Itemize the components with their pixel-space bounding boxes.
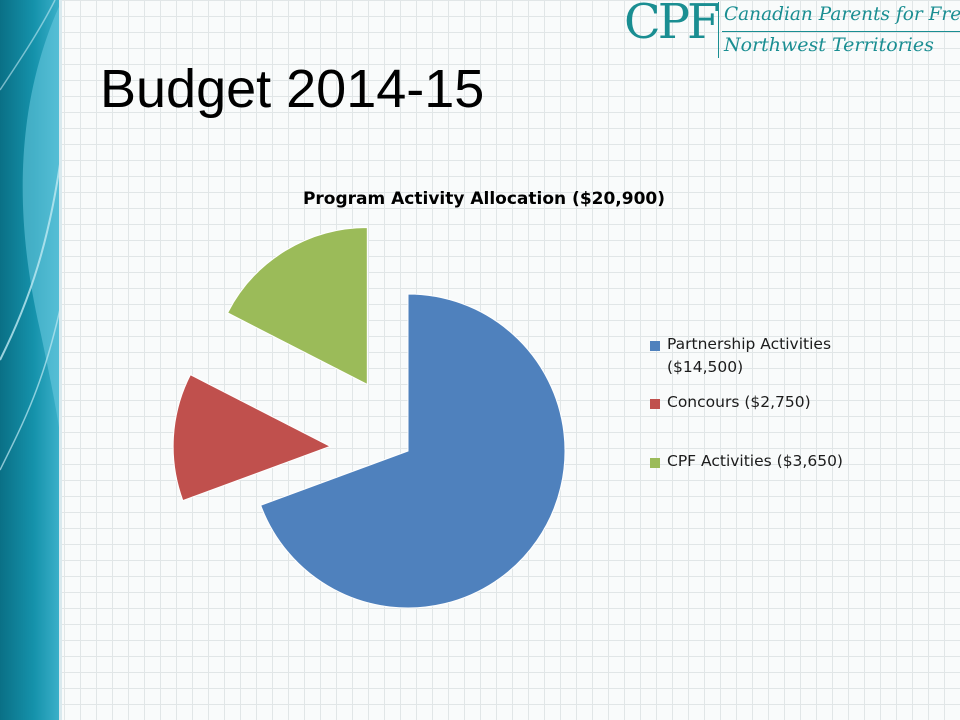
logo-chapter-name: Northwest Territories [724,34,934,56]
chart-title: Program Activity Allocation ($20,900) [302,189,666,209]
legend-item: Concours ($2,750) [650,391,880,414]
legend-swatch [650,341,660,351]
legend-label: Partnership Activities ($14,500) [667,335,832,376]
logo-underline [722,31,960,32]
logo-organization-name: Canadian Parents for French [724,4,960,25]
legend-item: CPF Activities ($3,650) [650,450,880,473]
legend-swatch [650,458,660,468]
logo-divider [718,2,719,58]
legend-label: CPF Activities ($3,650) [667,452,843,470]
pie-slice [226,226,368,386]
legend-label: Concours ($2,750) [667,393,811,411]
cpf-logo-mark: CPF [624,0,720,50]
decorative-side-band [0,0,62,720]
pie-slice [260,293,566,609]
pie-slice [172,374,332,502]
slide-title: Budget 2014-15 [100,59,485,119]
legend-swatch [650,399,660,409]
legend-item: Partnership Activities ($14,500) [650,333,880,379]
cpf-logo: CPF Canadian Parents for French Northwes… [618,0,960,62]
